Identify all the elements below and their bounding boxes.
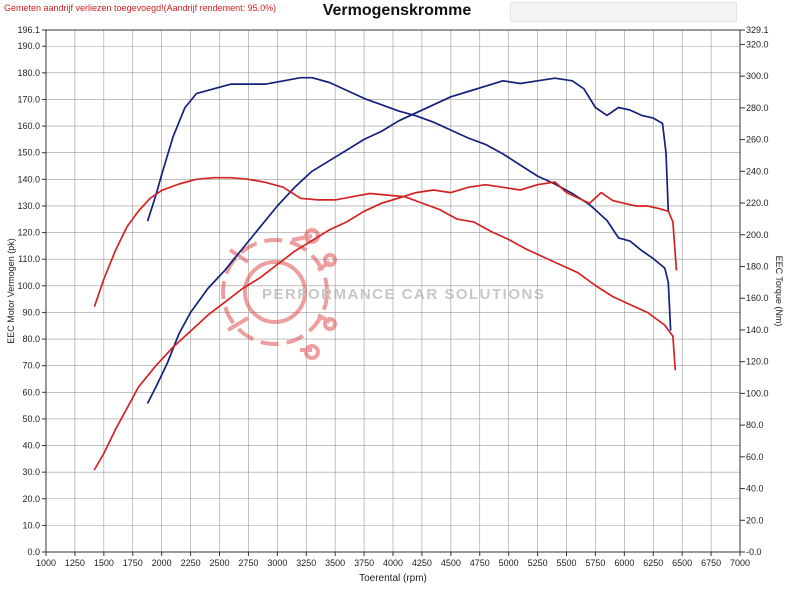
x-tick-label: 1000: [36, 558, 56, 568]
x-tick-label: 5500: [556, 558, 576, 568]
y-right-tick-label: 280.0: [746, 103, 769, 113]
gear-circuit-logo: [221, 228, 337, 360]
y-right-tick-label: -0.0: [746, 547, 762, 557]
y-right-tick-label: 240.0: [746, 166, 769, 176]
x-tick-label: 5000: [499, 558, 519, 568]
x-tick-label: 4500: [441, 558, 461, 568]
x-tick-label: 5750: [585, 558, 605, 568]
x-tick-label: 6000: [614, 558, 634, 568]
y-right-tick-label: 60.0: [746, 452, 764, 462]
x-tick-label: 6250: [643, 558, 663, 568]
y-left-tick-label: 120.0: [17, 228, 40, 238]
y-right-tick-label: 20.0: [746, 515, 764, 525]
series-line-4-left: [93, 181, 678, 471]
x-tick-label: 1500: [94, 558, 114, 568]
y-right-tick-label: 220.0: [746, 198, 769, 208]
y-left-axis-title: EEC Motor Vermogen (pk): [6, 238, 16, 344]
x-tick-label: 6750: [701, 558, 721, 568]
x-tick-label: 3000: [267, 558, 287, 568]
x-tick-label: 4250: [412, 558, 432, 568]
axes: [42, 29, 745, 556]
y-left-tick-label: 20.0: [22, 494, 40, 504]
axis-labels: 1000 1250 1500 1750 2000 2250 2500 2750 3000 3250…: [6, 25, 784, 584]
y-right-tick-label: 300.0: [746, 71, 769, 81]
header-placeholder-box: [510, 2, 737, 22]
y-left-tick-label: 90.0: [22, 307, 40, 317]
y-left-tick-label: 70.0: [22, 361, 40, 371]
x-tick-label: 3250: [296, 558, 316, 568]
y-right-tick-label: 200.0: [746, 230, 769, 240]
y-left-tick-label: 60.0: [22, 387, 40, 397]
y-left-tick-label: 0.0: [27, 547, 40, 557]
x-tick-label: 7000: [730, 558, 750, 568]
y-right-tick-label: 100.0: [746, 388, 769, 398]
x-tick-label: 5250: [528, 558, 548, 568]
y-left-tick-label: 140.0: [17, 174, 40, 184]
y-left-top-label: 196.1: [17, 25, 40, 35]
x-tick-label: 1250: [65, 558, 85, 568]
y-right-tick-label: 180.0: [746, 261, 769, 271]
series-line-2-left: [146, 77, 670, 404]
y-right-tick-label: 80.0: [746, 420, 764, 430]
y-left-tick-label: 180.0: [17, 68, 40, 78]
series-group: [93, 76, 678, 471]
x-tick-label: 2500: [209, 558, 229, 568]
y-right-axis-title: EEC Torque (Nm): [774, 256, 784, 327]
drivetrain-loss-note: Gemeten aandrijf verliezen toegevoegd!(A…: [4, 3, 277, 13]
x-tick-label: 3750: [354, 558, 374, 568]
y-left-tick-label: 10.0: [22, 520, 40, 530]
y-left-tick-label: 40.0: [22, 441, 40, 451]
y-left-tick-label: 80.0: [22, 334, 40, 344]
y-left-tick-label: 100.0: [17, 281, 40, 291]
y-right-tick-label: 120.0: [746, 357, 769, 367]
series-line-1-right: [146, 76, 672, 331]
chart-title: Vermogenskromme: [322, 2, 472, 19]
y-left-tick-label: 170.0: [17, 94, 40, 104]
x-tick-label: 3500: [325, 558, 345, 568]
x-tick-label: 2000: [152, 558, 172, 568]
watermark-text: PERFORMANCE CAR SOLUTIONS: [262, 286, 545, 303]
y-left-tick-label: 130.0: [17, 201, 40, 211]
x-tick-label: 2750: [238, 558, 258, 568]
y-left-tick-label: 190.0: [17, 41, 40, 51]
y-right-tick-label: 160.0: [746, 293, 769, 303]
x-axis-title: Toerental (rpm): [359, 573, 427, 584]
x-tick-label: 2250: [181, 558, 201, 568]
x-tick-label: 1750: [123, 558, 143, 568]
y-right-tick-label: 140.0: [746, 325, 769, 335]
series-line-3-right: [93, 176, 677, 371]
y-right-tick-label: 260.0: [746, 135, 769, 145]
y-right-tick-label: 40.0: [746, 484, 764, 494]
y-left-tick-label: 160.0: [17, 121, 40, 131]
x-tick-label: 6500: [672, 558, 692, 568]
x-tick-label: 4750: [470, 558, 490, 568]
y-left-tick-label: 50.0: [22, 414, 40, 424]
watermark: PERFORMANCE CAR SOLUTIONS: [221, 228, 545, 360]
y-left-tick-label: 30.0: [22, 467, 40, 477]
y-left-tick-label: 150.0: [17, 148, 40, 158]
y-right-top-label: 329.1: [746, 25, 769, 35]
plot-frame: [45, 29, 741, 553]
y-right-tick-label: 320.0: [746, 39, 769, 49]
y-left-tick-label: 110.0: [18, 254, 40, 264]
x-tick-label: 4000: [383, 558, 403, 568]
